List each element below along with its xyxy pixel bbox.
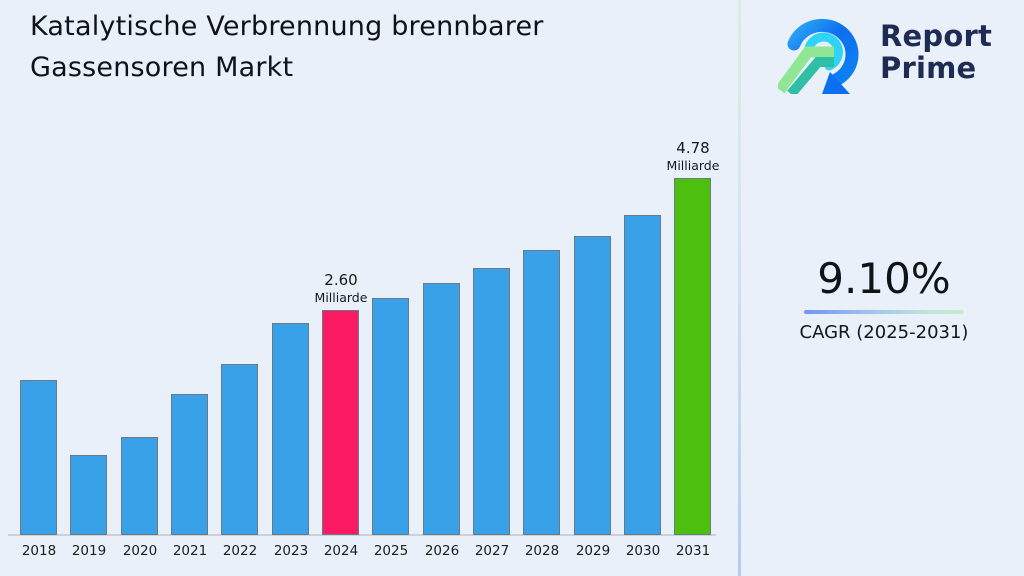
bar-2020	[121, 437, 158, 535]
value-label-2031: 4.78 Milliarde	[643, 139, 743, 173]
x-tick-2030: 2030	[625, 543, 661, 559]
x-tick-2026: 2026	[424, 543, 460, 559]
bar-2018	[20, 380, 57, 535]
bar-2028	[523, 250, 560, 535]
bar-2031	[674, 178, 711, 535]
logo-wordmark: Report Prime	[880, 20, 992, 84]
vertical-divider	[738, 0, 741, 576]
x-tick-2024: 2024	[323, 543, 359, 559]
x-axis-line	[8, 534, 716, 536]
x-tick-2018: 2018	[21, 543, 57, 559]
cagr-value: 9.10%	[817, 254, 951, 303]
report-prime-logo: Report Prime	[778, 10, 992, 94]
logo-word-prime: Prime	[880, 51, 977, 85]
bar-2029	[574, 236, 611, 535]
value-label-unit: Milliarde	[666, 158, 720, 173]
bar-2021	[171, 394, 208, 535]
cagr-underline	[804, 310, 964, 314]
bar-chart: 2018 2019 2020 2021 2022 2023 2.60 Milliarde 202…	[8, 139, 719, 559]
report-prime-logo-icon	[778, 18, 859, 94]
bar-2026	[423, 283, 460, 535]
x-tick-2027: 2027	[474, 543, 510, 559]
x-tick-2023: 2023	[273, 543, 309, 559]
page-title-line1: Katalytische Verbrennung brennbarer	[30, 11, 544, 42]
bar-2027	[473, 268, 510, 535]
bar-2019	[70, 455, 107, 535]
bar-2023	[272, 323, 309, 535]
value-label-number: 2.60	[324, 271, 358, 289]
value-label-unit: Milliarde	[314, 290, 368, 305]
bar-2022	[221, 364, 258, 535]
x-tick-2021: 2021	[172, 543, 208, 559]
value-label-number: 4.78	[676, 139, 710, 157]
page-title: Katalytische Verbrennung brennbarer Gass…	[30, 6, 720, 88]
x-tick-2022: 2022	[222, 543, 258, 559]
logo-word-report: Report	[880, 19, 993, 53]
x-tick-2019: 2019	[71, 543, 107, 559]
bar-2030	[624, 215, 661, 535]
bar-2024	[322, 310, 359, 535]
x-tick-2029: 2029	[575, 543, 611, 559]
bar-2025	[372, 298, 409, 535]
x-tick-2020: 2020	[122, 543, 158, 559]
cagr-label: CAGR (2025-2031)	[799, 322, 969, 343]
x-tick-2025: 2025	[373, 543, 409, 559]
value-label-2024: 2.60 Milliarde	[291, 271, 391, 305]
x-tick-2031: 2031	[675, 543, 711, 559]
page-title-line2: Gassensoren Markt	[30, 52, 294, 83]
cagr-panel: 9.10% CAGR (2025-2031)	[784, 254, 984, 343]
x-tick-2028: 2028	[524, 543, 560, 559]
